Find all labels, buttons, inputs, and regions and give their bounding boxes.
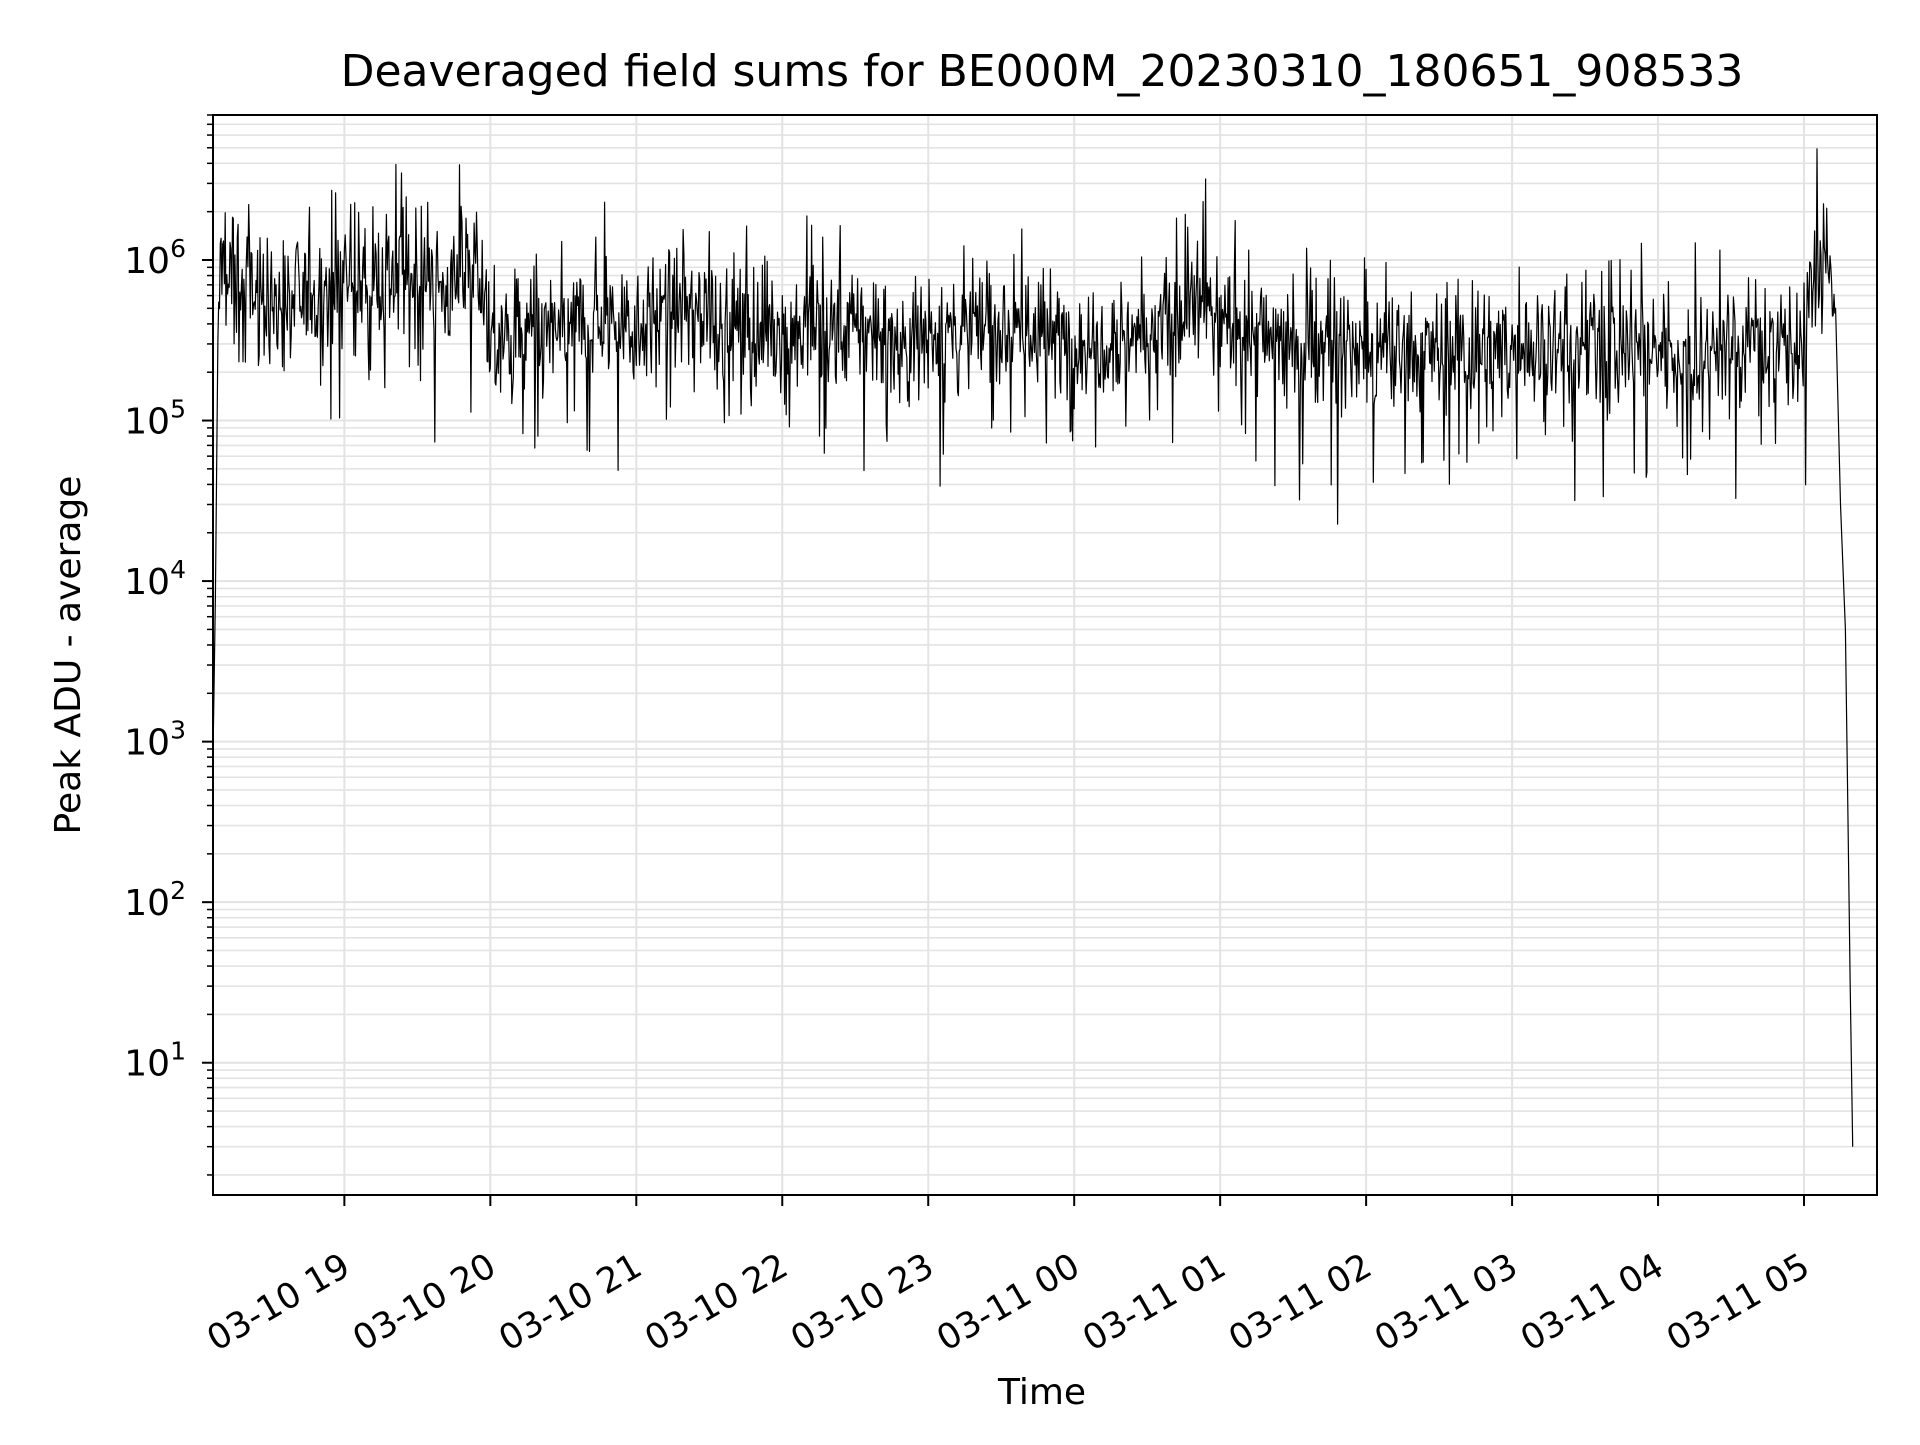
y-tick-label: 106: [124, 234, 186, 282]
y-axis-label: Peak ADU - average: [48, 476, 89, 835]
y-tick-label: 102: [124, 876, 186, 924]
series-line: [212, 148, 1854, 1147]
plot-frame: [212, 114, 1878, 1196]
line-layer: [212, 148, 1854, 1147]
y-tick-label: 105: [124, 395, 186, 443]
x-axis-label: Time: [997, 1372, 1086, 1413]
y-tick-label: 104: [124, 555, 186, 603]
chart-title: Deaveraged field sums for BE000M_2023031…: [341, 46, 1744, 97]
tick-layer: [202, 114, 1806, 1206]
y-tick-label: 103: [124, 716, 186, 764]
y-tick-labels: 101 102 103 104 105 106: [124, 234, 186, 1085]
y-tick-label: 101: [124, 1037, 186, 1085]
